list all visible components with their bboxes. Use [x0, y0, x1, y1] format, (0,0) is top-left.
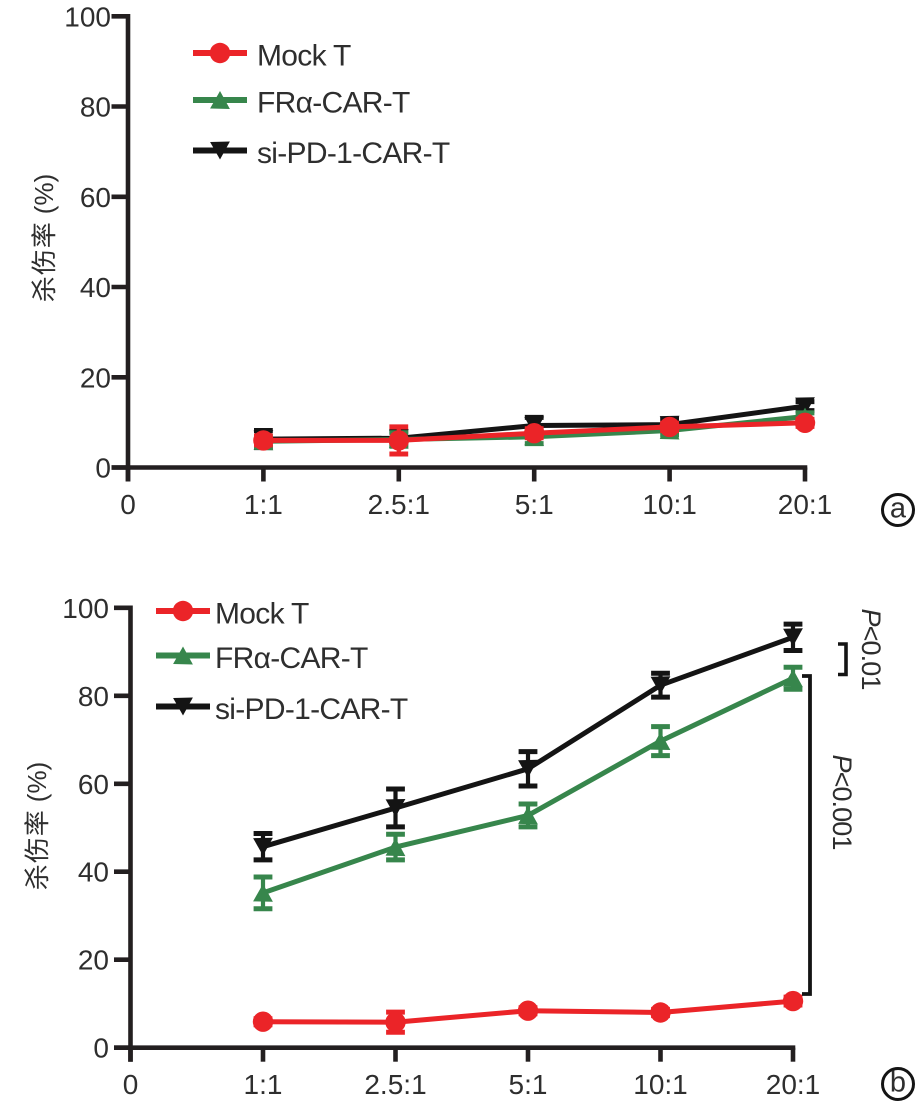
svg-text:FRα-CAR-T: FRα-CAR-T: [215, 642, 368, 675]
svg-text:1:1: 1:1: [244, 489, 283, 520]
svg-text:Mock T: Mock T: [257, 40, 351, 73]
svg-text:80: 80: [80, 92, 111, 123]
svg-text:FRα-CAR-T: FRα-CAR-T: [257, 87, 410, 120]
svg-text:10:1: 10:1: [633, 1069, 688, 1100]
svg-text:b: b: [890, 1067, 906, 1099]
svg-text:0: 0: [95, 453, 111, 484]
svg-text:Mock T: Mock T: [215, 598, 309, 631]
svg-text:2.5:1: 2.5:1: [368, 489, 430, 520]
svg-text:40: 40: [78, 857, 109, 888]
svg-text:si-PD-1-CAR-T: si-PD-1-CAR-T: [257, 137, 450, 170]
svg-text:2.5:1: 2.5:1: [364, 1069, 426, 1100]
svg-text:P<0.01: P<0.01: [856, 609, 886, 690]
svg-text:5:1: 5:1: [515, 489, 554, 520]
svg-text:0: 0: [120, 489, 136, 520]
svg-text:80: 80: [78, 681, 109, 712]
svg-text:si-PD-1-CAR-T: si-PD-1-CAR-T: [215, 693, 408, 726]
svg-text:P<0.001: P<0.001: [827, 754, 857, 849]
svg-text:60: 60: [78, 769, 109, 800]
svg-text:10:1: 10:1: [642, 489, 697, 520]
svg-text:1:1: 1:1: [244, 1069, 283, 1100]
svg-text:0: 0: [123, 1069, 139, 1100]
svg-text:100: 100: [62, 593, 109, 624]
svg-text:(%): (%): [22, 762, 52, 802]
svg-text:a: a: [890, 493, 907, 525]
svg-text:20: 20: [80, 362, 111, 393]
svg-text:20:1: 20:1: [778, 489, 833, 520]
svg-text:5:1: 5:1: [509, 1069, 548, 1100]
svg-text:(%): (%): [29, 174, 59, 214]
svg-text:0: 0: [93, 1033, 109, 1064]
svg-text:20:1: 20:1: [766, 1069, 821, 1100]
svg-text:100: 100: [64, 1, 111, 32]
svg-text:40: 40: [80, 272, 111, 303]
svg-text:20: 20: [78, 945, 109, 976]
svg-text:60: 60: [80, 182, 111, 213]
